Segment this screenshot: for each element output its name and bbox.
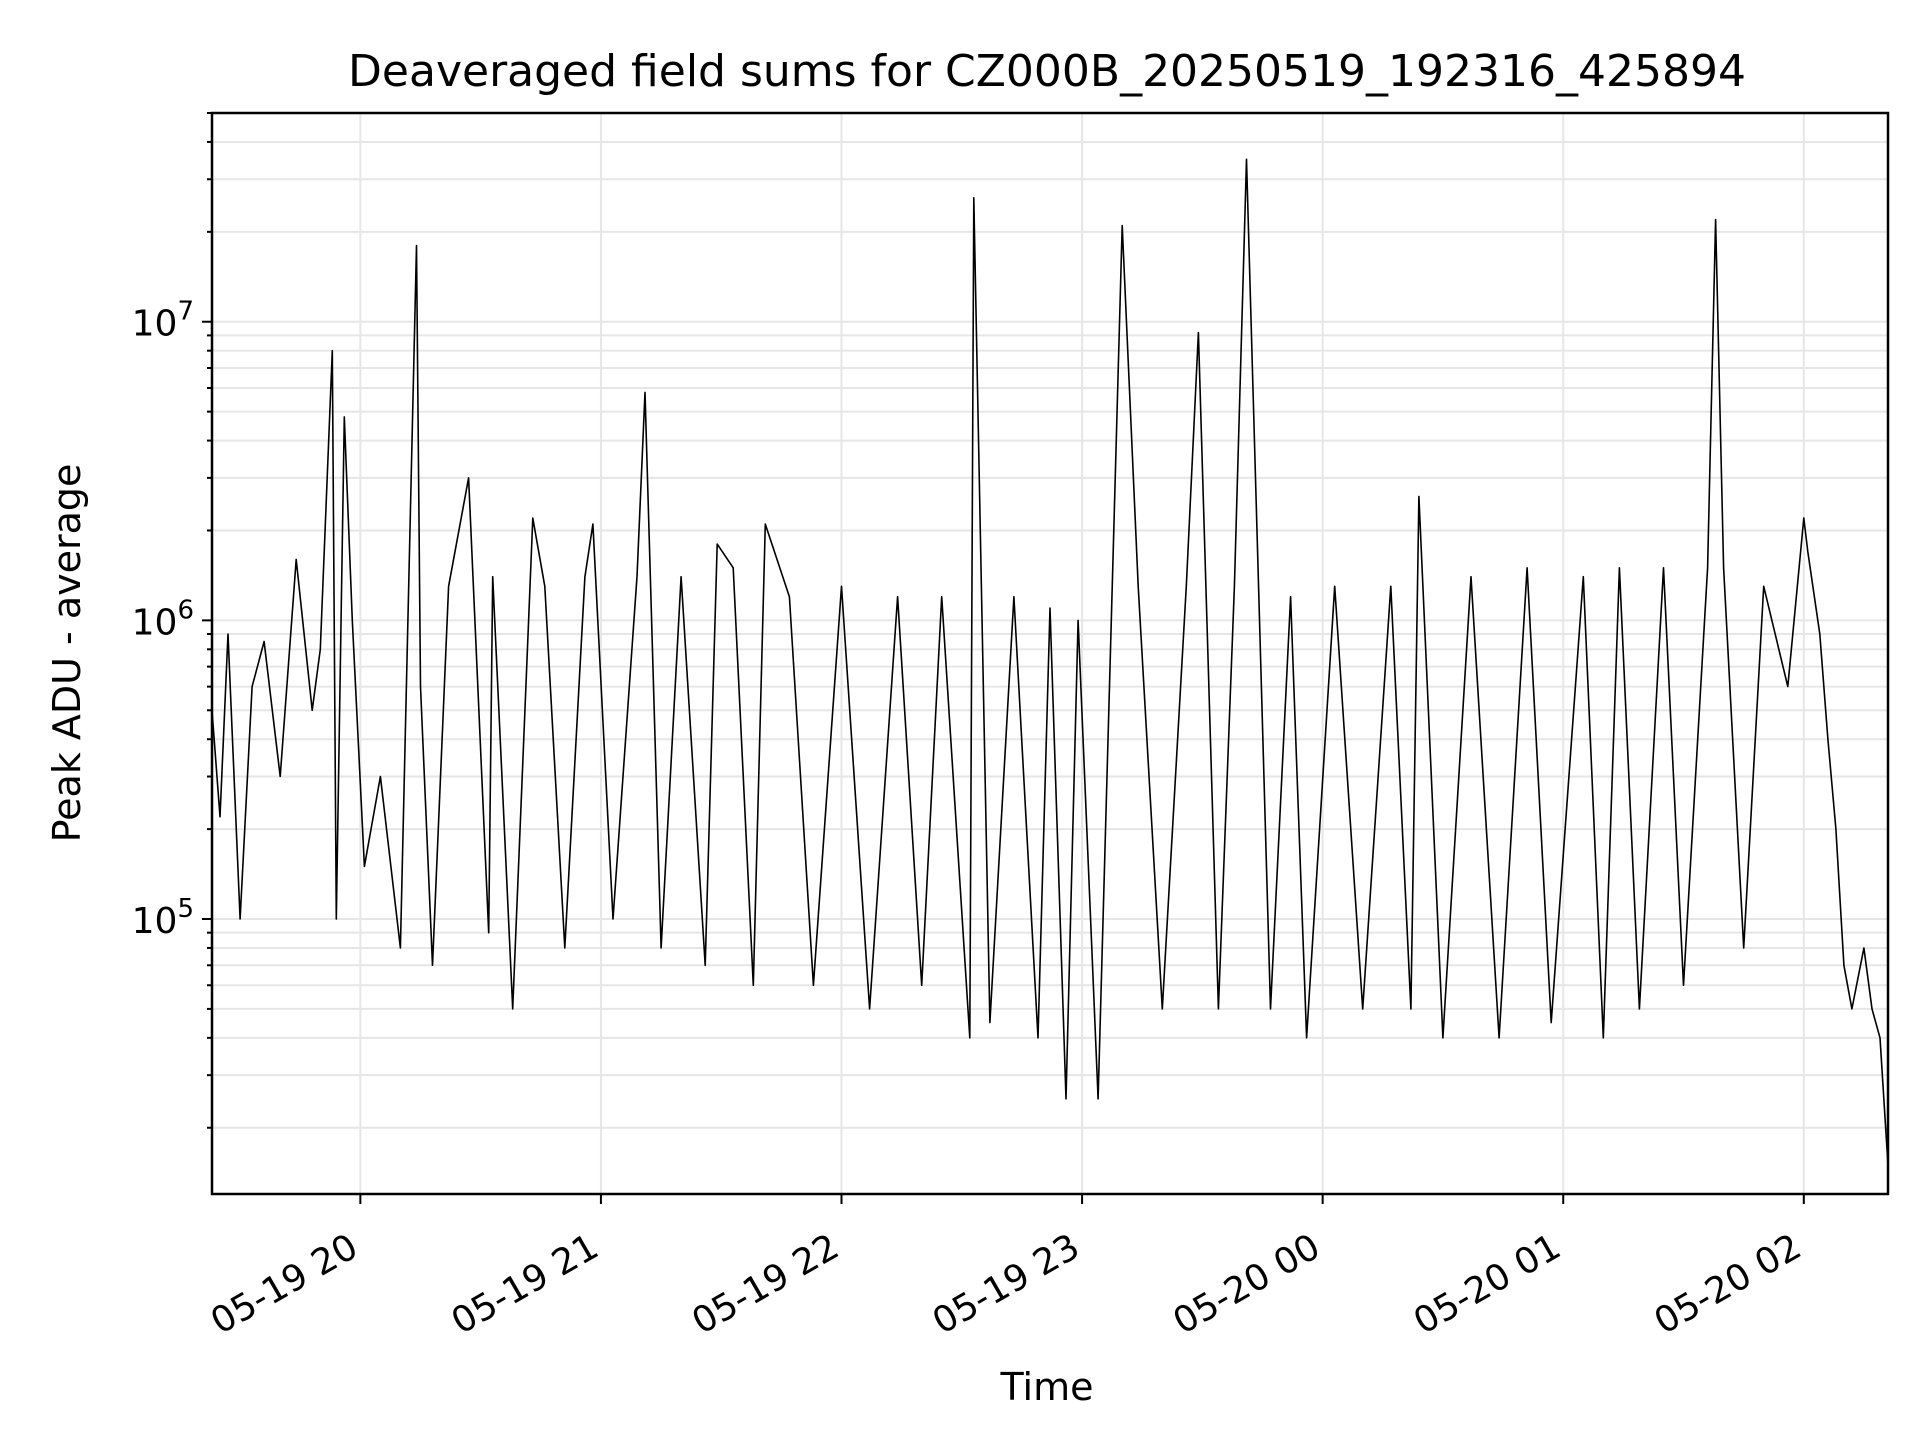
grid-lines xyxy=(212,112,1888,1194)
x-tick-label: 05-19 21 xyxy=(445,1226,606,1342)
x-tick-label: 05-19 23 xyxy=(926,1226,1087,1342)
x-tick-label: 05-20 02 xyxy=(1648,1226,1809,1342)
x-tick-label: 05-20 01 xyxy=(1407,1226,1568,1342)
x-axis-label: Time xyxy=(1000,1365,1094,1409)
y-tick-label: 107 xyxy=(132,297,194,345)
y-tick-label: 106 xyxy=(132,595,194,643)
y-axis: 105 106 107 xyxy=(132,112,212,1129)
x-tick-label: 05-20 00 xyxy=(1166,1226,1327,1342)
chart-title: Deaveraged field sums for CZ000B_2025051… xyxy=(348,46,1746,97)
y-axis-label: Peak ADU - average xyxy=(45,464,89,843)
x-tick-label: 05-19 22 xyxy=(685,1226,846,1342)
axes-frame xyxy=(210,111,1890,1196)
plot-area xyxy=(211,158,1889,1166)
series-line xyxy=(211,158,1889,1166)
x-axis: 05-19 20 05-19 21 05-19 22 05-19 23 05-20 00… xyxy=(204,1194,1808,1343)
x-tick-label: 05-19 20 xyxy=(204,1226,365,1342)
y-tick-label: 105 xyxy=(132,894,194,942)
